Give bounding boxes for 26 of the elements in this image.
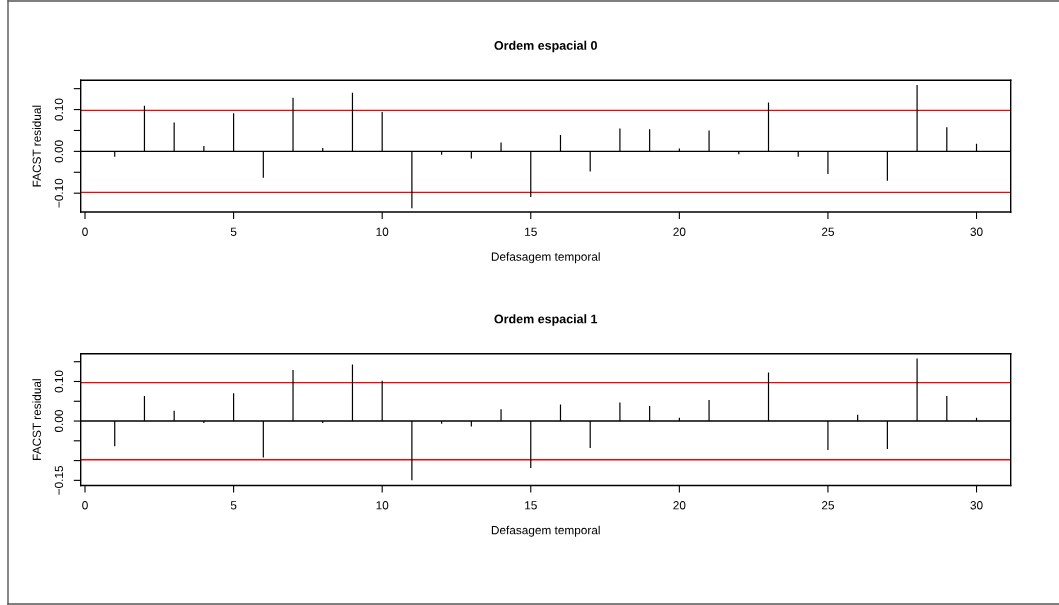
y-tick-label: −0.10 — [54, 178, 64, 208]
x-tick-label: 15 — [525, 227, 537, 236]
y-tick-label: −0.15 — [54, 465, 64, 495]
chart-title: Ordem espacial 0 — [494, 40, 597, 53]
y-tick-label: 0.10 — [54, 98, 64, 121]
x-tick-label: 5 — [230, 501, 237, 510]
x-tick-label: 25 — [821, 501, 835, 510]
y-axis-title: FACST residual — [32, 379, 41, 460]
y-tick-label: 0.10 — [54, 370, 64, 393]
x-tick-label: 0 — [82, 501, 88, 510]
y-axis-title: FACST residual — [32, 105, 41, 187]
y-tick-label: 0.00 — [54, 140, 64, 163]
x-tick-label: 10 — [376, 227, 389, 236]
x-axis-title: Defasagem temporal — [491, 525, 600, 537]
x-tick-label: 30 — [970, 501, 983, 510]
x-tick-label: 25 — [821, 227, 835, 236]
x-tick-label: 5 — [230, 227, 237, 236]
x-tick-label: 20 — [673, 227, 686, 236]
x-tick-label: 20 — [673, 501, 686, 510]
x-tick-label: 10 — [376, 501, 389, 510]
x-tick-label: 0 — [82, 227, 88, 236]
x-tick-label: 30 — [970, 227, 983, 236]
chart-title: Ordem espacial 1 — [494, 314, 598, 326]
x-tick-label: 15 — [525, 501, 537, 510]
y-tick-label: 0.00 — [54, 410, 64, 433]
x-axis-title: Defasagem temporal — [491, 252, 600, 264]
